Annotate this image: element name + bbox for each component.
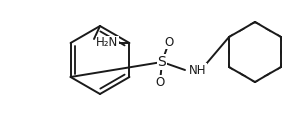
Text: NH: NH (189, 64, 207, 76)
Text: S: S (158, 55, 166, 69)
Text: H₂N: H₂N (96, 37, 118, 50)
Text: O: O (164, 36, 174, 49)
Text: O: O (155, 75, 165, 88)
